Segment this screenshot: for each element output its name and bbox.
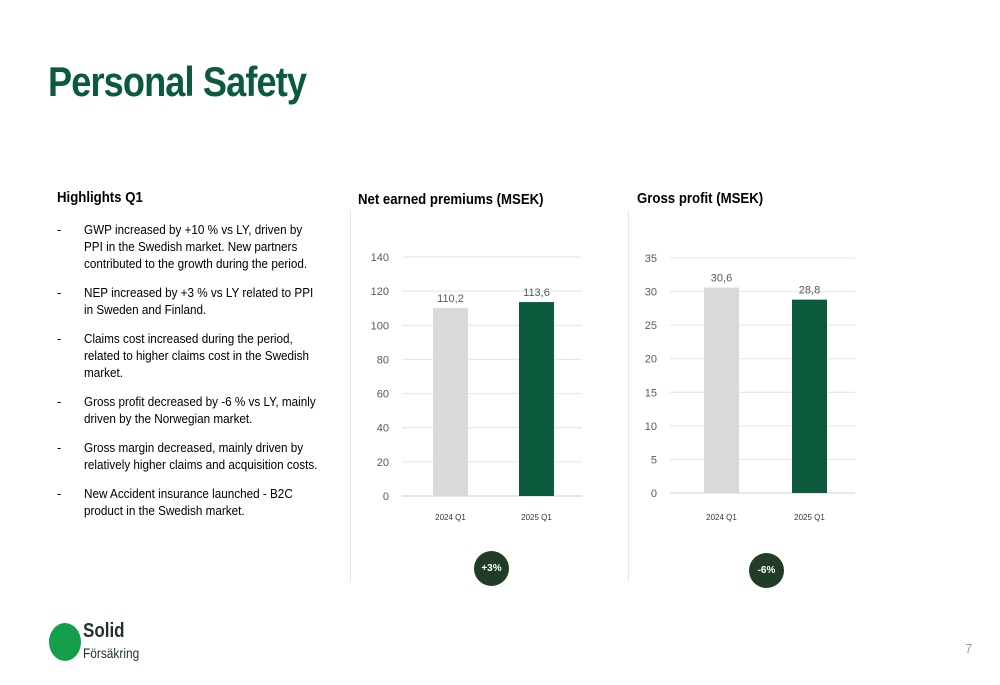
page-title: Personal Safety <box>48 58 307 105</box>
y-tick-label: 0 <box>383 491 389 503</box>
y-tick-label: 120 <box>371 286 389 298</box>
page-number: 7 <box>965 641 973 656</box>
change-badge-nep: +3% <box>474 551 509 586</box>
y-tick-label: 20 <box>377 457 389 469</box>
highlight-item: - GWP increased by +10 % vs LY, driven by… <box>57 221 357 272</box>
bullet-marker: - <box>57 394 62 409</box>
data-label: 110,2 <box>437 293 464 305</box>
y-tick-label: 40 <box>377 423 389 435</box>
y-tick-label: 30 <box>645 287 657 299</box>
y-tick-label: 20 <box>645 354 657 366</box>
chart-title-gross-profit: Gross profit (MSEK) <box>637 190 764 207</box>
chart-title-net-earned-premiums: Net earned premiums (MSEK) <box>358 191 544 208</box>
y-tick-label: 25 <box>645 320 657 332</box>
highlight-text: GWP increased by +10 % vs LY, driven by … <box>84 222 308 271</box>
highlight-text: Claims cost increased during the period,… <box>84 331 310 380</box>
y-tick-label: 100 <box>371 320 389 332</box>
highlight-item: - Gross profit decreased by -6 % vs LY, m… <box>57 393 357 427</box>
highlight-text: Gross profit decreased by -6 % vs LY, ma… <box>84 394 316 426</box>
panel-divider <box>350 210 351 582</box>
x-tick-label: 2024 Q1 <box>706 513 737 522</box>
y-tick-label: 5 <box>651 454 657 466</box>
bar-2025-q1 <box>519 302 554 496</box>
logo-icon <box>49 623 81 661</box>
y-tick-label: 0 <box>651 488 657 500</box>
net-earned-premiums-chart: 0 20 40 60 80 100 120 140 110,2 2024 Q1 113,6 2025 … <box>371 252 582 522</box>
highlight-text: Gross margin decreased, mainly driven by… <box>84 440 318 472</box>
y-tick-label: 10 <box>645 421 657 433</box>
highlight-item: - New Accident insurance launched - B2C p… <box>57 485 357 519</box>
y-tick-label: 80 <box>377 354 389 366</box>
change-badge-gross-profit: -6% <box>749 553 784 588</box>
logo-name: Solid <box>83 620 125 642</box>
data-label: 113,6 <box>523 287 550 299</box>
gross-profit-chart: 0 5 10 15 20 25 30 35 30,6 2024 Q1 28,8 2025 Q1 <box>645 253 855 522</box>
data-label: 30,6 <box>711 273 732 285</box>
bullet-marker: - <box>57 222 62 237</box>
highlights-heading: Highlights Q1 <box>57 189 143 206</box>
x-tick-label: 2025 Q1 <box>521 513 552 522</box>
bar-2024-q1 <box>433 307 468 496</box>
highlight-text: NEP increased by +3 % vs LY related to P… <box>84 285 314 317</box>
panel-divider <box>628 210 629 582</box>
data-label: 28,8 <box>799 285 820 297</box>
highlight-item: - NEP increased by +3 % vs LY related to … <box>57 284 357 318</box>
highlight-text: New Accident insurance launched - B2C pr… <box>84 486 293 518</box>
logo-subtitle: Försäkring <box>83 645 140 661</box>
y-tick-label: 35 <box>645 253 657 265</box>
highlight-item: - Gross margin decreased, mainly driven b… <box>57 439 357 473</box>
bar-2025-q1 <box>792 299 827 493</box>
x-tick-label: 2024 Q1 <box>435 513 466 522</box>
bullet-marker: - <box>57 331 62 346</box>
y-tick-label: 15 <box>645 387 657 399</box>
x-tick-label: 2025 Q1 <box>794 513 825 522</box>
bullet-marker: - <box>57 440 62 455</box>
highlights-list: - GWP increased by +10 % vs LY, driven by… <box>57 221 357 531</box>
highlight-item: - Claims cost increased during the period… <box>57 330 357 381</box>
bar-2024-q1 <box>704 287 739 493</box>
bullet-marker: - <box>57 486 62 501</box>
y-tick-label: 60 <box>377 389 389 401</box>
y-tick-label: 140 <box>371 252 389 264</box>
bullet-marker: - <box>57 285 62 300</box>
